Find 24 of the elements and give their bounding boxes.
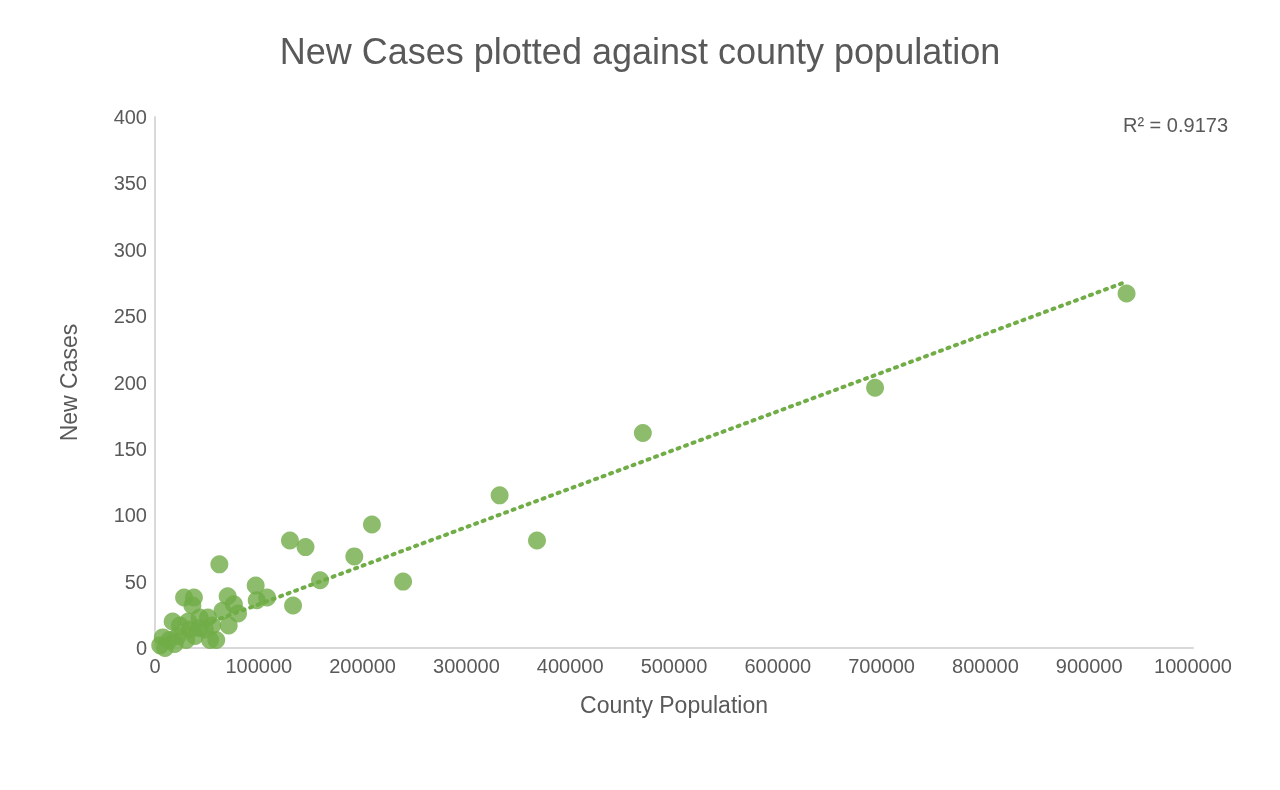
y-tick-label: 300 (113, 238, 147, 261)
y-tick-label: 400 (113, 106, 147, 128)
x-tick-label: 400000 (536, 655, 604, 677)
y-tick-label: 100 (113, 504, 147, 527)
y-tick-label: 50 (124, 570, 147, 593)
y-axis-title: New Cases (55, 323, 82, 442)
x-tick-label: 0 (149, 655, 161, 677)
chart-title: New Cases plotted against county population (279, 30, 1001, 72)
x-axis-title: County Population (580, 691, 768, 718)
x-tick-label: 900000 (1055, 655, 1123, 677)
x-tick-label: 1000000 (1154, 655, 1232, 677)
x-tick-label: 800000 (952, 655, 1019, 677)
y-tick-label: 0 (135, 637, 147, 659)
y-tick-label: 200 (113, 371, 147, 394)
x-tick-label: 600000 (744, 655, 812, 677)
x-tick-label: 700000 (848, 655, 915, 677)
x-tick-label: 300000 (433, 655, 500, 677)
y-tick-label: 350 (113, 172, 147, 195)
x-tick-label: 200000 (329, 655, 396, 677)
y-tick-label: 250 (113, 305, 147, 328)
y-tick-label: 150 (113, 437, 147, 460)
x-tick-label: 100000 (225, 655, 293, 677)
x-tick-label: 500000 (640, 655, 708, 677)
annotation: R² = 0.9173 (1122, 114, 1229, 136)
